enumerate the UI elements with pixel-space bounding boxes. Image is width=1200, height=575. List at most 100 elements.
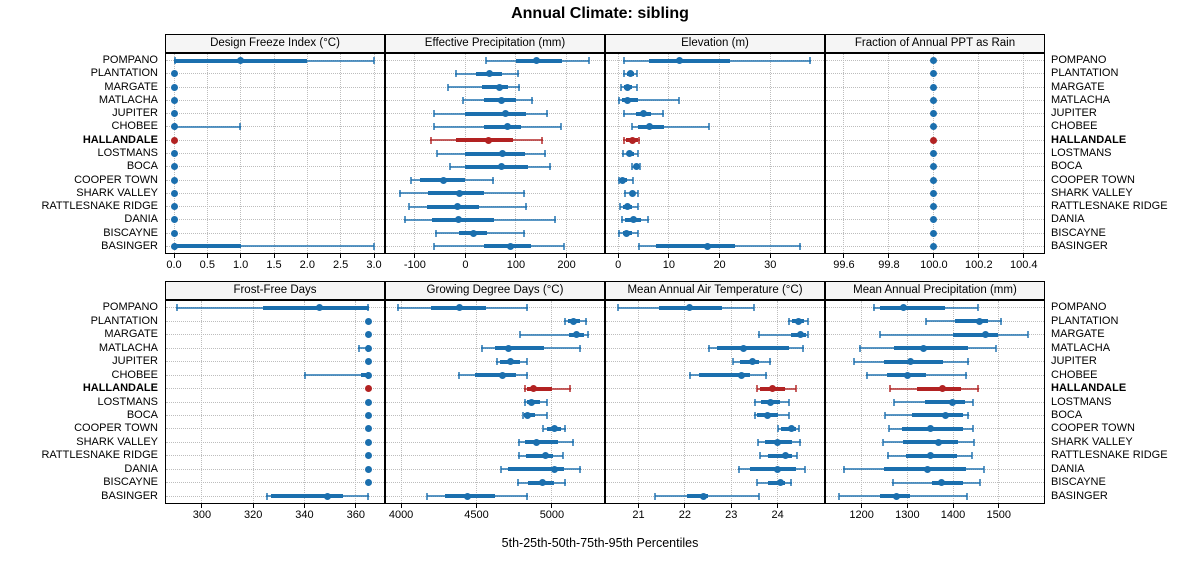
median-dot <box>455 304 463 312</box>
x-tick <box>952 504 954 508</box>
whisker-cap-high <box>545 398 548 406</box>
whisker-cap-low <box>621 150 624 157</box>
median-dot <box>782 452 789 460</box>
median-dot <box>748 358 756 366</box>
whisker-cap-high <box>797 425 800 433</box>
median-dot <box>504 123 512 131</box>
h-gridline <box>386 179 604 181</box>
median-dot <box>569 317 577 325</box>
median-dot <box>486 70 494 78</box>
median-dot <box>930 150 938 157</box>
whisker-cap-low <box>617 176 620 184</box>
whisker-cap-high <box>978 479 981 487</box>
iqr-bar-25-75 <box>687 494 709 499</box>
x-tick <box>978 254 980 258</box>
whisker-cap-high <box>367 492 370 500</box>
strip-design-freeze-index-c: Design Freeze Index (°C) <box>165 34 385 53</box>
station-label-right: RATTLESNAKE RIDGE <box>1051 200 1168 213</box>
v-gridline <box>978 54 980 253</box>
whisker-cap-high <box>757 492 760 500</box>
median-dot <box>496 83 504 91</box>
median-dot <box>499 150 507 157</box>
median-dot <box>975 317 983 325</box>
whisker-cap-low <box>522 411 525 419</box>
h-gridline <box>166 401 384 403</box>
x-tick-label: 0.5 <box>199 259 215 271</box>
x-tick <box>173 254 175 258</box>
iqr-bar-25-75 <box>717 346 790 351</box>
whisker-cap-low <box>838 492 841 500</box>
station-label-left: JUPITER <box>112 355 158 368</box>
median-dot <box>170 163 178 171</box>
x-tick-label: 300 <box>192 509 212 521</box>
x-tick <box>777 504 779 508</box>
v-gridline <box>252 301 254 503</box>
v-gridline <box>998 301 1000 503</box>
median-dot <box>439 176 447 184</box>
median-dot <box>504 344 512 352</box>
whisker-cap-low <box>516 479 519 487</box>
whisker-cap-high <box>809 57 812 65</box>
v-gridline <box>340 54 342 253</box>
panel-growing-degree-days-c <box>385 300 605 504</box>
h-gridline <box>606 441 824 443</box>
station-label-left: BASINGER <box>101 239 158 252</box>
station-label-left: DANIA <box>124 213 158 226</box>
whisker-cap-low <box>480 344 483 352</box>
whisker-cap-low <box>622 110 625 118</box>
median-dot <box>629 136 637 144</box>
median-dot <box>626 70 634 78</box>
median-dot <box>628 189 636 197</box>
h-gridline <box>606 361 824 363</box>
whisker-cap-low <box>617 96 620 104</box>
whisker-cap-low <box>620 83 623 91</box>
x-tick <box>906 504 908 508</box>
whisker-cap-low <box>631 123 634 131</box>
whisker-cap-low <box>436 150 439 157</box>
v-gridline <box>400 301 402 503</box>
median-dot <box>938 479 946 487</box>
station-label-left: COOPER TOWN <box>74 173 158 186</box>
station-label-right: MARGATE <box>1051 328 1105 341</box>
x-tick-label: 1500 <box>986 509 1011 521</box>
whisker-cap-high <box>569 385 572 393</box>
whisker-cap-low <box>462 96 465 104</box>
h-gridline <box>606 320 824 322</box>
whisker-cap-low <box>396 304 399 312</box>
station-label-left: MATLACHA <box>98 341 158 354</box>
whisker-cap-low <box>398 189 401 197</box>
whisker-cap-high <box>561 452 564 460</box>
whisker-cap-high <box>579 465 582 473</box>
whisker-cap-high <box>1000 317 1003 325</box>
x-tick-label: 23 <box>725 509 738 521</box>
whisker-cap-high <box>976 304 979 312</box>
whisker-cap-high <box>787 398 790 406</box>
whisker-cap-low <box>688 371 691 379</box>
x-tick <box>769 254 771 258</box>
whisker-cap-high <box>795 452 798 460</box>
whisker-cap-low <box>756 385 759 393</box>
median-dot <box>930 189 938 197</box>
whisker-cap-low <box>753 398 756 406</box>
median-dot <box>632 163 640 171</box>
v-gridline <box>206 54 208 253</box>
h-gridline <box>606 468 824 470</box>
whisker-cap-high <box>647 216 650 224</box>
median-dot <box>900 304 908 312</box>
iqr-bar-25-75 <box>360 373 369 378</box>
iqr-bar-25-75 <box>527 386 552 391</box>
whisker-cap-low <box>654 492 657 500</box>
median-dot <box>797 331 805 339</box>
median-dot <box>498 96 506 104</box>
whisker-cap-high <box>965 371 968 379</box>
whisker-cap-low <box>879 331 882 339</box>
h-gridline <box>606 482 824 484</box>
strip-effective-precipitation-mm: Effective Precipitation (mm) <box>385 34 605 53</box>
x-tick-label: 22 <box>678 509 691 521</box>
station-label-right: SHARK VALLEY <box>1051 435 1133 448</box>
h-gridline <box>386 361 604 363</box>
iqr-bar-25-75 <box>526 453 553 458</box>
whisker-cap-high <box>518 83 521 91</box>
median-dot <box>930 229 938 237</box>
x-tick <box>617 254 619 258</box>
